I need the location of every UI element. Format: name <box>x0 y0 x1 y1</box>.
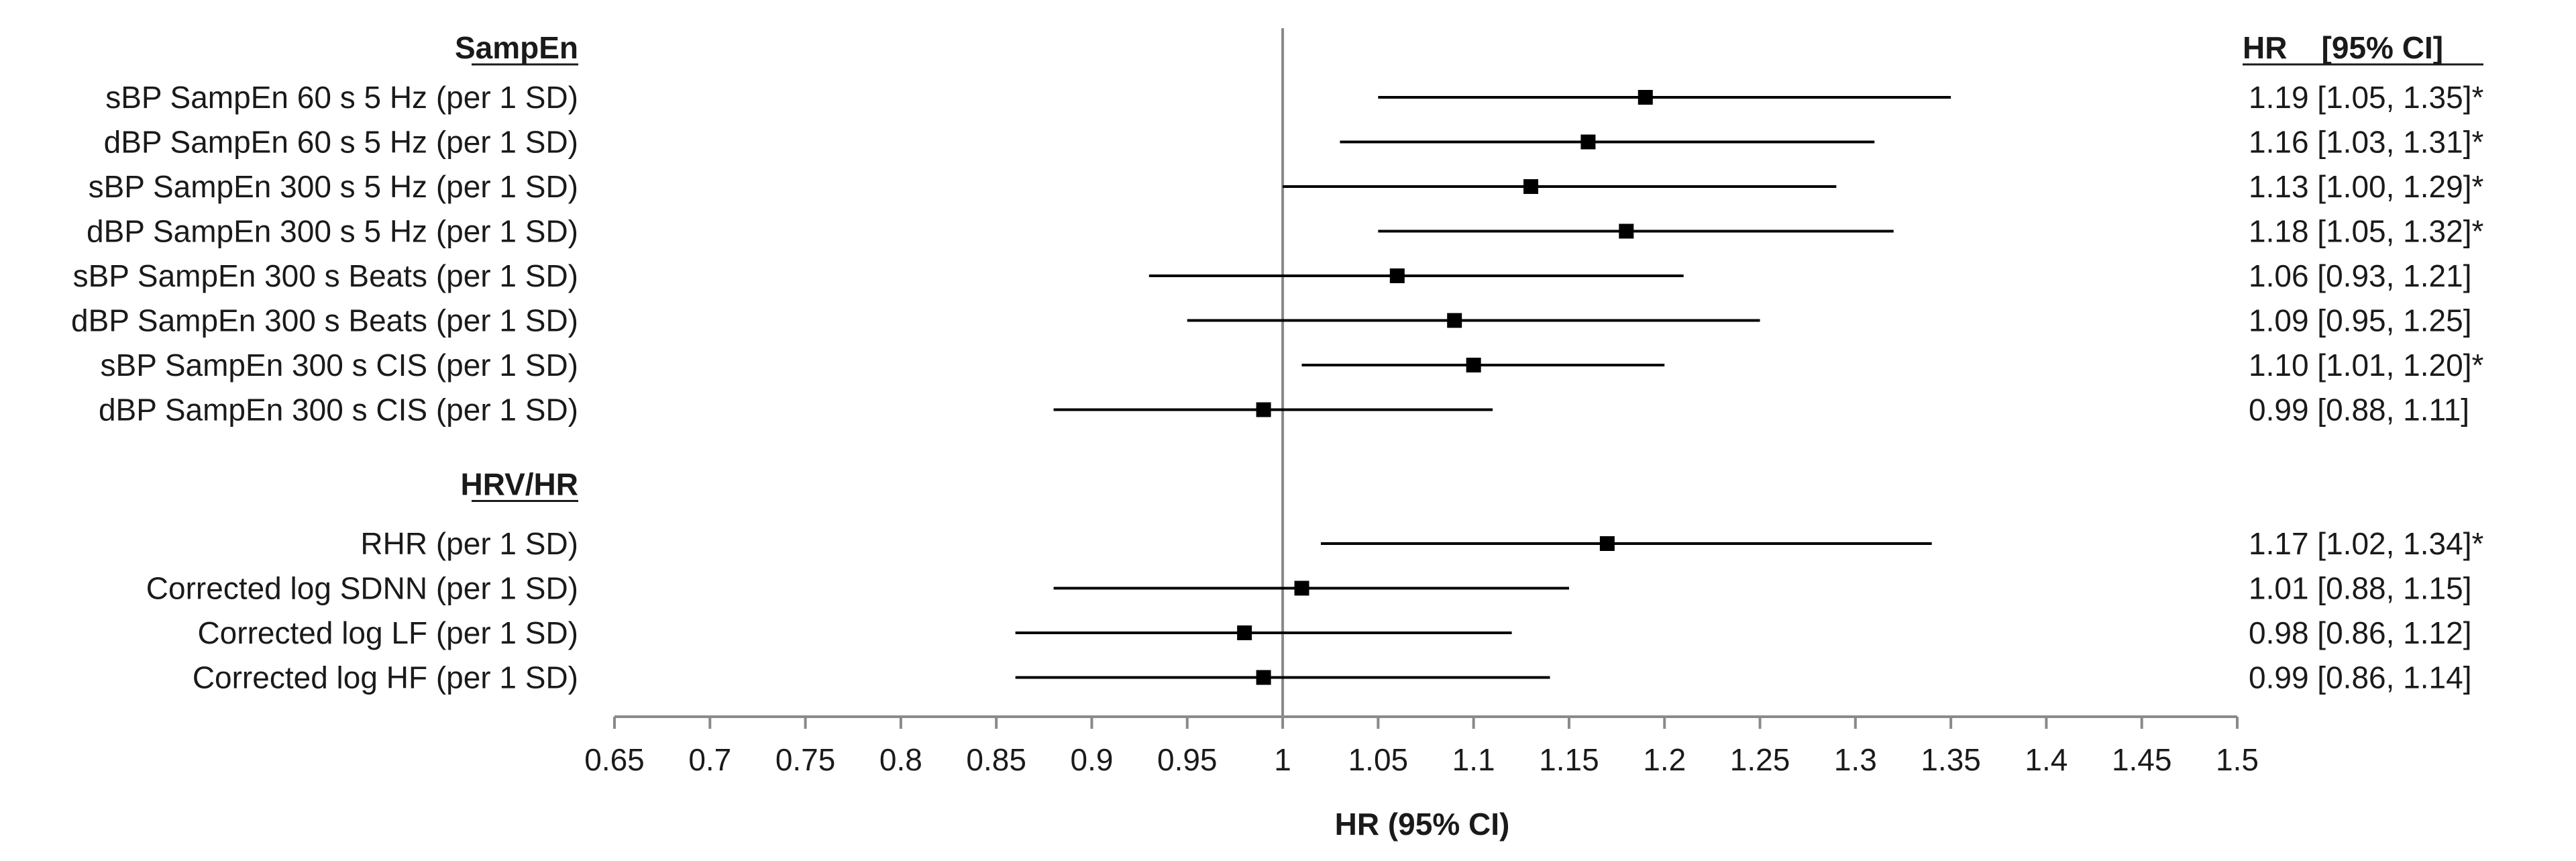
x-tick-label: 1.35 <box>1921 742 1981 777</box>
ci-value-text: 1.06 [0.93, 1.21] <box>2249 258 2472 293</box>
row-label: RHR (per 1 SD) <box>360 526 578 561</box>
x-tick-label: 1.4 <box>2025 742 2068 777</box>
hr-point-marker <box>1599 536 1615 551</box>
hr-point-marker <box>1389 268 1405 283</box>
hr-point-marker <box>1447 313 1462 328</box>
hr-point-marker <box>1466 358 1481 372</box>
row-label: sBP SampEn 300 s CIS (per 1 SD) <box>101 348 578 383</box>
x-axis-title: HR (95% CI) <box>1335 807 1510 842</box>
x-tick-label: 1.3 <box>1834 742 1877 777</box>
row-label: sBP SampEn 300 s 5 Hz (per 1 SD) <box>89 169 578 204</box>
hr-point-marker <box>1619 223 1634 239</box>
group-title: SampEn <box>455 30 578 65</box>
x-tick-label: 1.2 <box>1643 742 1686 777</box>
row-label: Corrected log SDNN (per 1 SD) <box>146 571 578 606</box>
row-label: dBP SampEn 300 s Beats (per 1 SD) <box>71 303 578 338</box>
x-tick-label: 0.65 <box>584 742 645 777</box>
group-title: HRV/HR <box>460 467 578 502</box>
row-label: Corrected log LF (per 1 SD) <box>197 615 578 650</box>
row-label: dBP SampEn 300 s 5 Hz (per 1 SD) <box>87 214 578 249</box>
row-label: dBP SampEn 300 s CIS (per 1 SD) <box>99 393 578 427</box>
hr-point-marker <box>1237 625 1252 640</box>
row-label: sBP SampEn 60 s 5 Hz (per 1 SD) <box>105 80 578 115</box>
ci-value-text: 1.09 [0.95, 1.25] <box>2249 303 2472 338</box>
ci-column-header: HR [95% CI] <box>2243 30 2443 65</box>
ci-value-text: 1.01 [0.88, 1.15] <box>2249 571 2472 606</box>
hr-point-marker <box>1294 580 1309 596</box>
ci-value-text: 0.99 [0.88, 1.11] <box>2249 393 2469 427</box>
ci-value-text: 0.99 [0.86, 1.14] <box>2249 660 2472 695</box>
x-tick-label: 0.95 <box>1157 742 1218 777</box>
row-label: sBP SampEn 300 s Beats (per 1 SD) <box>73 258 578 293</box>
x-tick-label: 0.75 <box>775 742 836 777</box>
ci-value-text: 1.10 [1.01, 1.20]* <box>2249 348 2483 383</box>
hr-point-marker <box>1256 670 1271 685</box>
x-tick-label: 1.5 <box>2216 742 2259 777</box>
ci-value-text: 1.18 [1.05, 1.32]* <box>2249 214 2483 249</box>
hr-point-marker <box>1256 402 1271 417</box>
row-label: Corrected log HF (per 1 SD) <box>193 660 578 695</box>
x-tick-label: 0.8 <box>879 742 922 777</box>
ci-value-text: 1.17 [1.02, 1.34]* <box>2249 526 2483 561</box>
ci-value-text: 1.13 [1.00, 1.29]* <box>2249 169 2483 204</box>
x-tick-label: 1.15 <box>1539 742 1599 777</box>
ci-value-text: 1.19 [1.05, 1.35]* <box>2249 80 2483 115</box>
x-tick-label: 0.9 <box>1070 742 1113 777</box>
x-tick-label: 1 <box>1274 742 1291 777</box>
x-tick-label: 0.85 <box>966 742 1026 777</box>
ci-value-text: 0.98 [0.86, 1.12] <box>2249 615 2472 650</box>
hr-point-marker <box>1523 179 1539 194</box>
ci-value-text: 1.16 [1.03, 1.31]* <box>2249 125 2483 160</box>
hr-point-marker <box>1638 90 1653 105</box>
row-label: dBP SampEn 60 s 5 Hz (per 1 SD) <box>104 125 578 160</box>
x-tick-label: 1.05 <box>1348 742 1409 777</box>
x-tick-label: 0.7 <box>688 742 731 777</box>
x-tick-label: 1.1 <box>1452 742 1495 777</box>
x-tick-label: 1.45 <box>2112 742 2172 777</box>
x-tick-label: 1.25 <box>1730 742 1790 777</box>
hr-point-marker <box>1580 134 1596 150</box>
